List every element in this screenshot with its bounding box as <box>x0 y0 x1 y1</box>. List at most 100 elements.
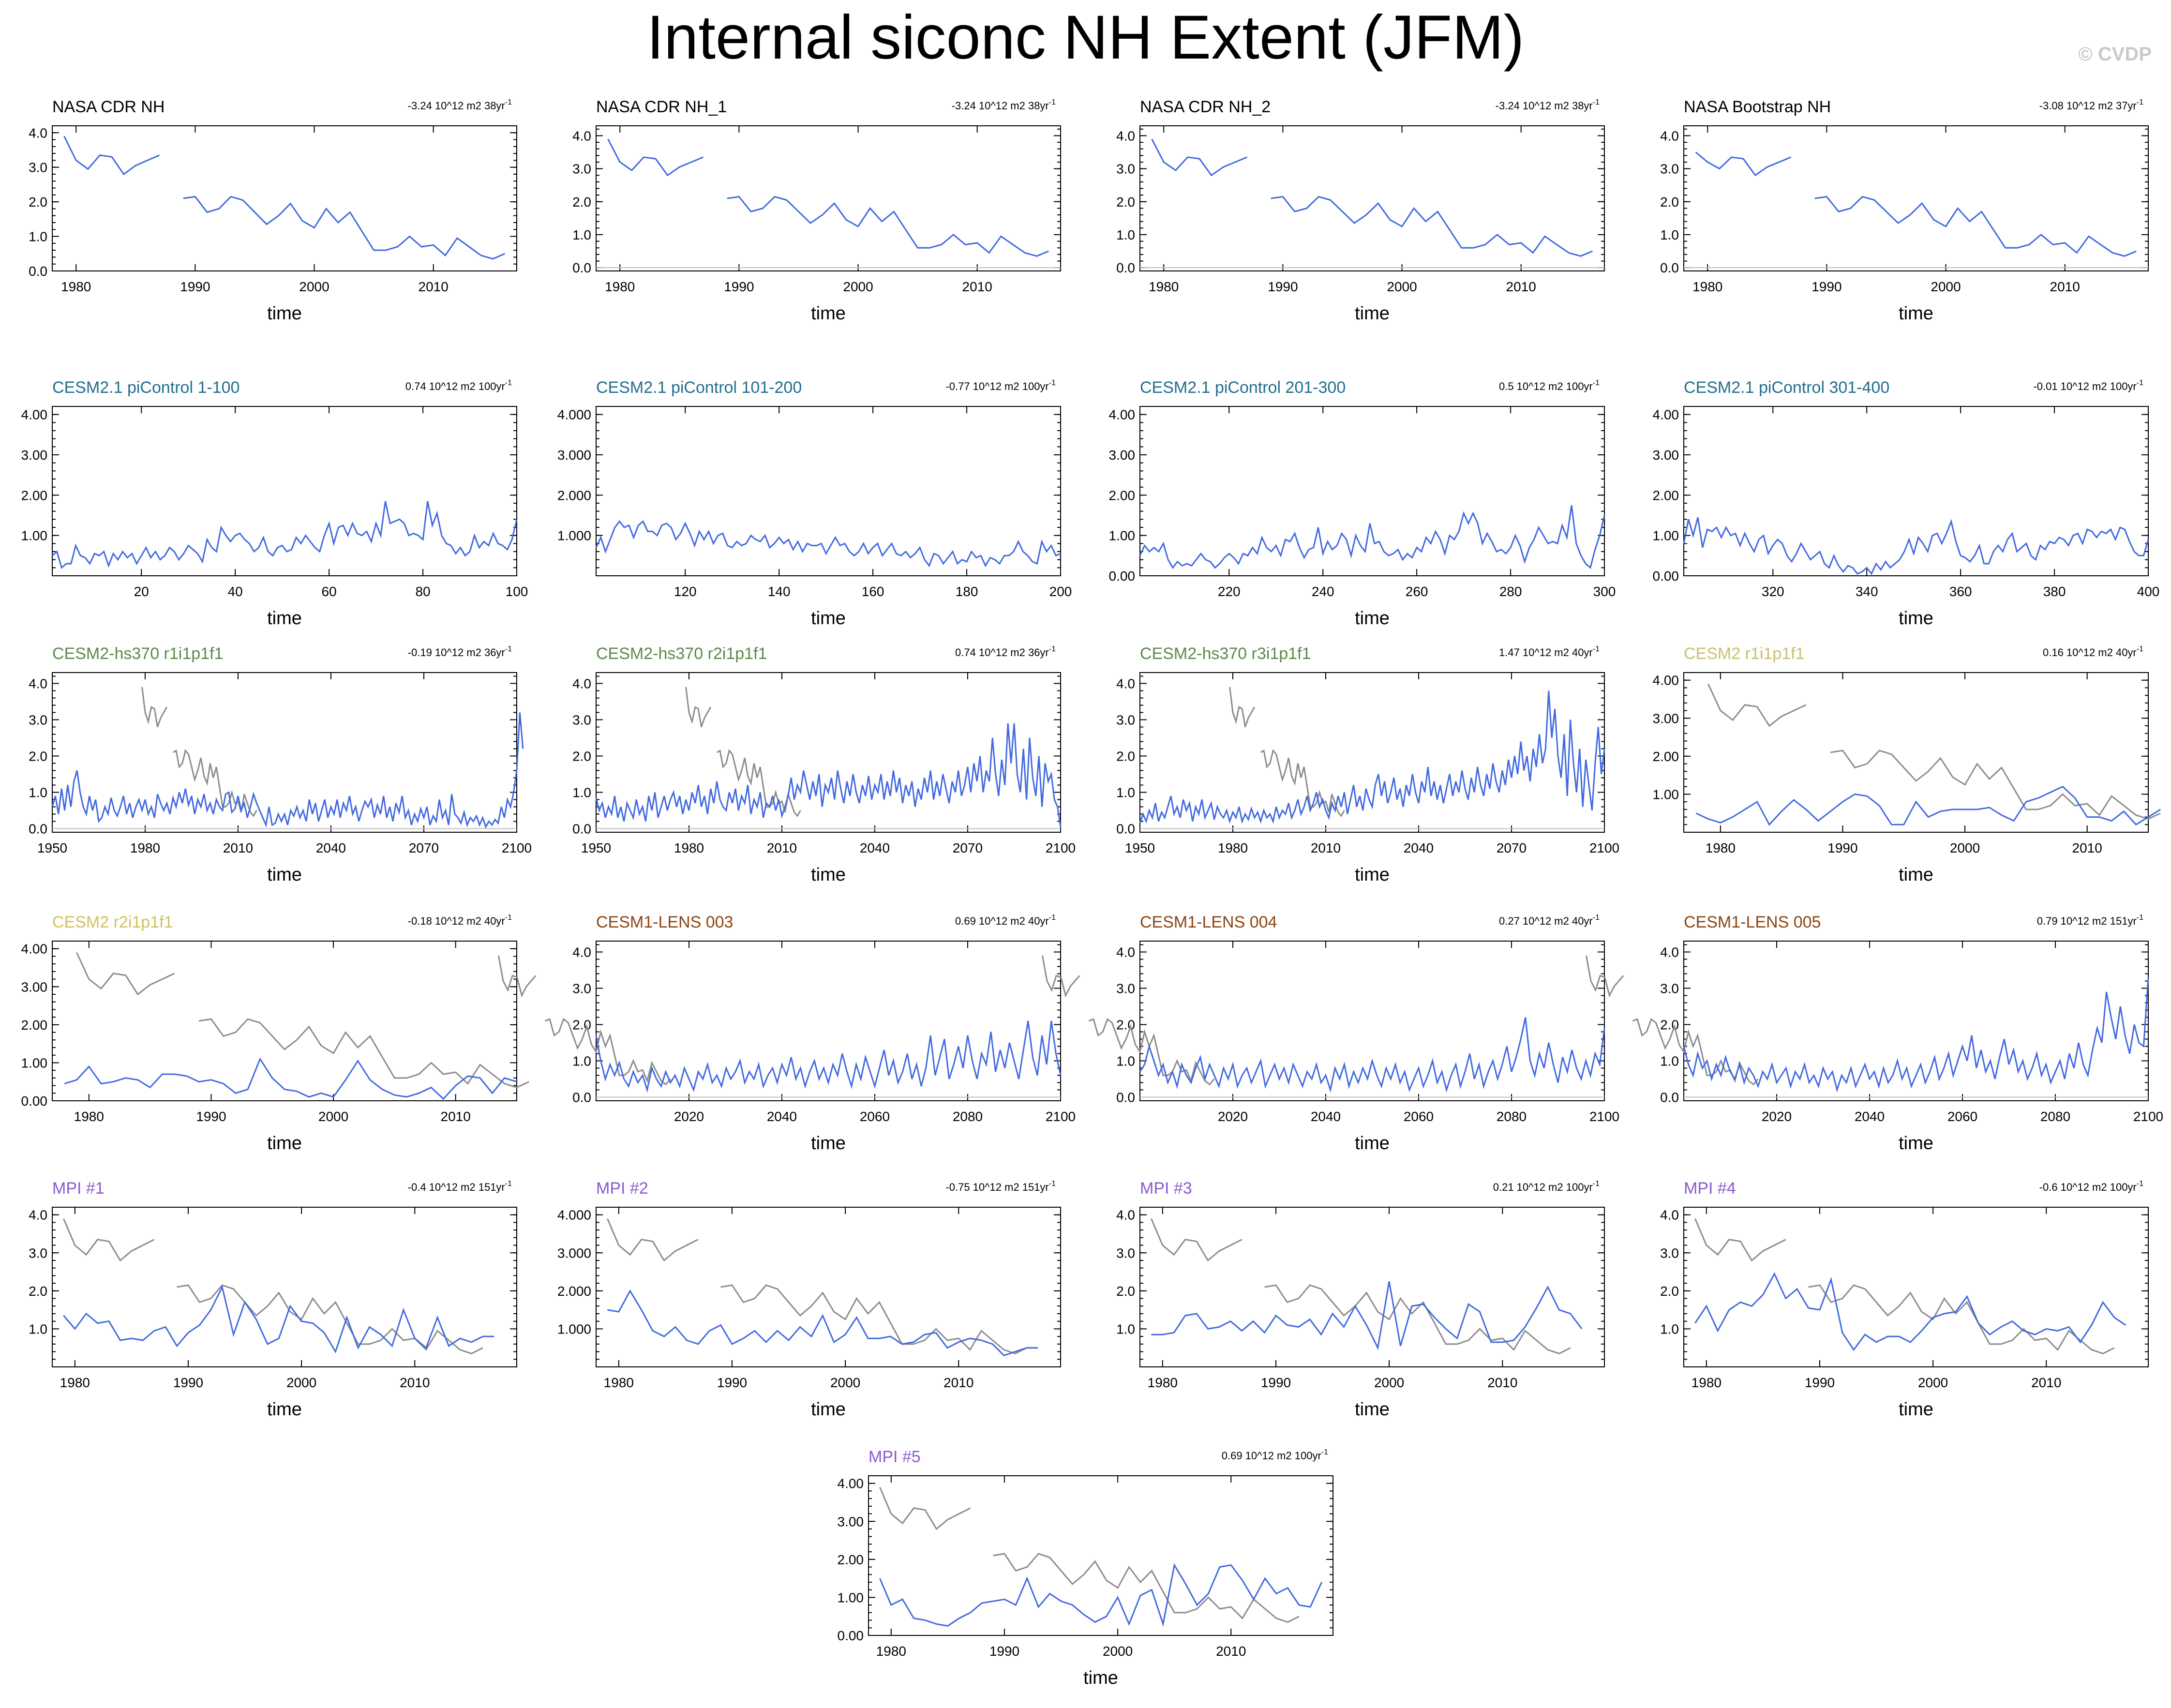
y-tick-label: 1.0 <box>1116 1054 1135 1069</box>
panel-title: MPI #1 <box>52 1179 105 1198</box>
trend-exponent: -1 <box>1593 645 1600 653</box>
y-tick-label: 2.00 <box>21 488 48 503</box>
y-tick-label: 1.00 <box>21 528 48 543</box>
x-tick-label: 2010 <box>400 1375 430 1390</box>
x-axis-title: time <box>267 1399 302 1420</box>
x-tick-label: 1990 <box>724 279 754 294</box>
x-tick-label: 2000 <box>1950 840 1980 855</box>
plot-frame <box>596 125 1061 271</box>
x-tick-label: 2070 <box>953 840 983 855</box>
y-tick-label: 4.0 <box>572 676 591 691</box>
y-tick-label: 2.0 <box>29 749 47 764</box>
panel-title: MPI #2 <box>596 1179 648 1198</box>
trend-exponent: -1 <box>1049 98 1056 106</box>
trend-label: -0.18 10^12 m2 40yr-1 <box>408 914 512 927</box>
x-axis-title: time <box>1355 303 1390 324</box>
trend-text: -0.18 10^12 m2 40yr <box>408 915 505 927</box>
y-tick-label: 3.0 <box>1116 1245 1135 1260</box>
x-tick-label: 2010 <box>767 840 797 855</box>
chart-panel-6: 1.000 2.000 3.000 4.000 120 140 160 180 200 CESM2… <box>557 378 1072 629</box>
x-tick-label: 2010 <box>2072 840 2102 855</box>
y-tick-label: 4.0 <box>29 125 47 140</box>
x-tick-label: 2000 <box>1931 279 1961 294</box>
trend-label: -3.24 10^12 m2 38yr-1 <box>952 98 1056 112</box>
plot-frame <box>1139 125 1605 271</box>
x-tick-label: 220 <box>1218 584 1241 599</box>
chart-panel-20: 1.0 2.0 3.0 4.0 1980 1990 2000 2010 MPI #4 -0.6 1… <box>1660 1179 2149 1420</box>
x-axis-title: time <box>1355 865 1390 885</box>
x-tick-label: 2040 <box>767 1109 797 1124</box>
panel-title: NASA CDR NH <box>52 98 165 116</box>
y-tick-label: 3.0 <box>572 162 591 177</box>
trend-label: 0.5 10^12 m2 100yr-1 <box>1499 379 1600 392</box>
x-tick-label: 20 <box>134 584 149 599</box>
trend-exponent: -1 <box>2137 379 2143 387</box>
obs-overlay-line <box>63 1218 483 1355</box>
trend-exponent: -1 <box>1593 1180 1600 1188</box>
series-line <box>1139 1017 1605 1093</box>
x-axis-title: time <box>811 865 846 885</box>
x-tick-label: 2060 <box>860 1109 890 1124</box>
y-tick-label: 2.0 <box>572 749 591 764</box>
y-tick-label: 2.0 <box>572 195 591 210</box>
trend-label: 0.27 10^12 m2 40yr-1 <box>1499 914 1600 927</box>
trend-label: 0.69 10^12 m2 100yr-1 <box>1222 1448 1328 1462</box>
series-line <box>1139 505 1605 569</box>
trend-exponent: -1 <box>505 1180 512 1188</box>
x-tick-label: 140 <box>768 584 791 599</box>
x-tick-label: 2060 <box>1404 1109 1434 1124</box>
y-tick-label: 4.0 <box>1116 128 1135 143</box>
trend-text: 0.79 10^12 m2 151yr <box>2037 915 2137 927</box>
y-tick-label: 1.000 <box>557 528 591 543</box>
trend-exponent: -1 <box>1049 645 1056 653</box>
y-tick-label: 0.0 <box>1116 1090 1135 1105</box>
x-tick-label: 2000 <box>1387 279 1417 294</box>
x-axis-title: time <box>1355 608 1390 629</box>
chart-panel-12: 1.00 2.00 3.00 4.00 1980 1990 2000 2010 CESM2 r1… <box>1653 644 2161 885</box>
trend-exponent: -1 <box>505 379 512 387</box>
y-tick-label: 3.00 <box>1653 711 1679 726</box>
trend-exponent: -1 <box>1593 914 1600 922</box>
x-tick-label: 2010 <box>419 279 449 294</box>
panel-title: MPI #3 <box>1140 1179 1192 1198</box>
chart-panel-9: 0.0 1.0 2.0 3.0 4.0 1950 1980 2010 2040 2070 2100 C… <box>29 644 532 885</box>
x-tick-label: 2100 <box>2133 1109 2163 1124</box>
x-tick-label: 2000 <box>299 279 329 294</box>
trend-exponent: -1 <box>1321 1448 1328 1456</box>
x-tick-label: 2080 <box>1497 1109 1527 1124</box>
plot-frame <box>1139 1207 1605 1367</box>
y-tick-label: 2.00 <box>21 1018 48 1033</box>
x-tick-label: 320 <box>1762 584 1784 599</box>
x-tick-label: 2010 <box>2050 279 2080 294</box>
y-tick-label: 0.0 <box>1660 260 1679 275</box>
y-tick-label: 4.00 <box>1653 407 1679 422</box>
y-tick-label: 4.00 <box>1109 407 1136 422</box>
x-axis-title: time <box>811 303 846 324</box>
y-tick-label: 1.0 <box>572 227 591 242</box>
x-axis-title: time <box>1355 1399 1390 1420</box>
obs-overlay-line <box>76 952 529 1089</box>
y-tick-label: 0.0 <box>29 822 47 837</box>
panel-title: NASA CDR NH_2 <box>1140 98 1271 116</box>
x-tick-label: 1980 <box>1692 279 1722 294</box>
x-tick-label: 2080 <box>2040 1109 2070 1124</box>
trend-label: -0.77 10^12 m2 100yr-1 <box>945 379 1056 392</box>
y-tick-label: 1.000 <box>557 1321 591 1336</box>
y-tick-label: 4.000 <box>557 1208 591 1223</box>
x-tick-label: 1950 <box>37 840 67 855</box>
plot-frame <box>1683 941 2149 1101</box>
obs-overlay-line <box>1707 683 2161 820</box>
y-tick-label: 1.0 <box>1116 227 1135 242</box>
series-line <box>51 712 524 829</box>
series-line <box>1694 1272 2126 1351</box>
trend-label: 0.74 10^12 m2 100yr-1 <box>405 379 512 392</box>
x-tick-label: 2010 <box>223 840 253 855</box>
x-axis-title: time <box>267 865 302 885</box>
x-tick-label: 1980 <box>60 1375 90 1390</box>
x-tick-label: 2000 <box>286 1375 316 1390</box>
y-tick-label: 0.0 <box>29 264 47 279</box>
x-tick-label: 2080 <box>953 1109 983 1124</box>
y-tick-label: 4.00 <box>1653 673 1679 688</box>
y-tick-label: 2.0 <box>1660 195 1679 210</box>
